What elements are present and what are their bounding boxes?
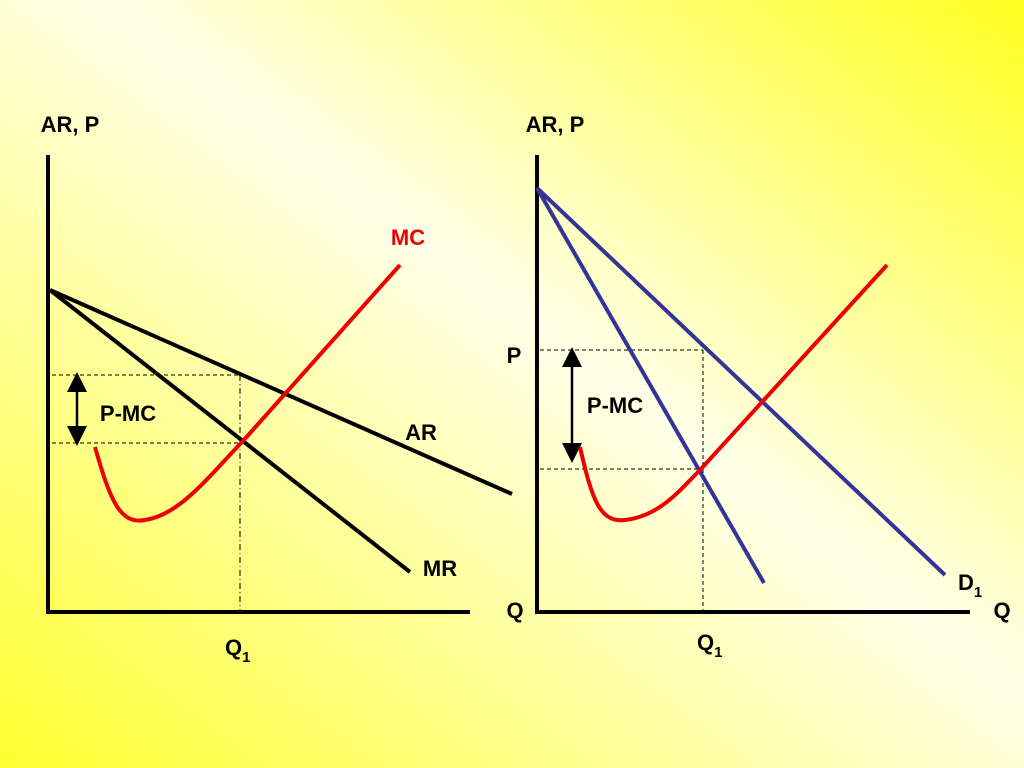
gap-label: P-MC xyxy=(100,401,156,426)
mc-curve xyxy=(578,263,889,523)
mc-curve xyxy=(93,263,402,523)
x-axis-label: Q xyxy=(506,598,523,623)
ar-curve xyxy=(49,288,513,496)
x-axis-label: Q xyxy=(993,598,1010,623)
label-main: Q xyxy=(225,635,242,660)
quantity-label: Q1 xyxy=(225,635,250,666)
mr-curve xyxy=(48,288,412,574)
price-label: P xyxy=(507,343,522,368)
mr-label: MR xyxy=(423,556,457,581)
label-sub: 1 xyxy=(974,584,982,601)
mc-label: MC xyxy=(391,225,425,250)
demand-curve xyxy=(535,186,947,577)
quantity-label: Q1 xyxy=(697,630,722,661)
right-panel xyxy=(535,155,970,614)
demand-label: D1 xyxy=(958,570,982,601)
y-axis-label: AR, P xyxy=(41,112,100,137)
gap-label: P-MC xyxy=(587,393,643,418)
mr-curve xyxy=(535,187,766,584)
label-main: Q xyxy=(697,630,714,655)
label-sub: 1 xyxy=(714,644,722,661)
y-axis-label: AR, P xyxy=(526,112,585,137)
ar-label: AR xyxy=(405,420,437,445)
left-panel xyxy=(46,155,513,614)
label-main: D xyxy=(958,570,974,595)
label-sub: 1 xyxy=(242,649,250,666)
